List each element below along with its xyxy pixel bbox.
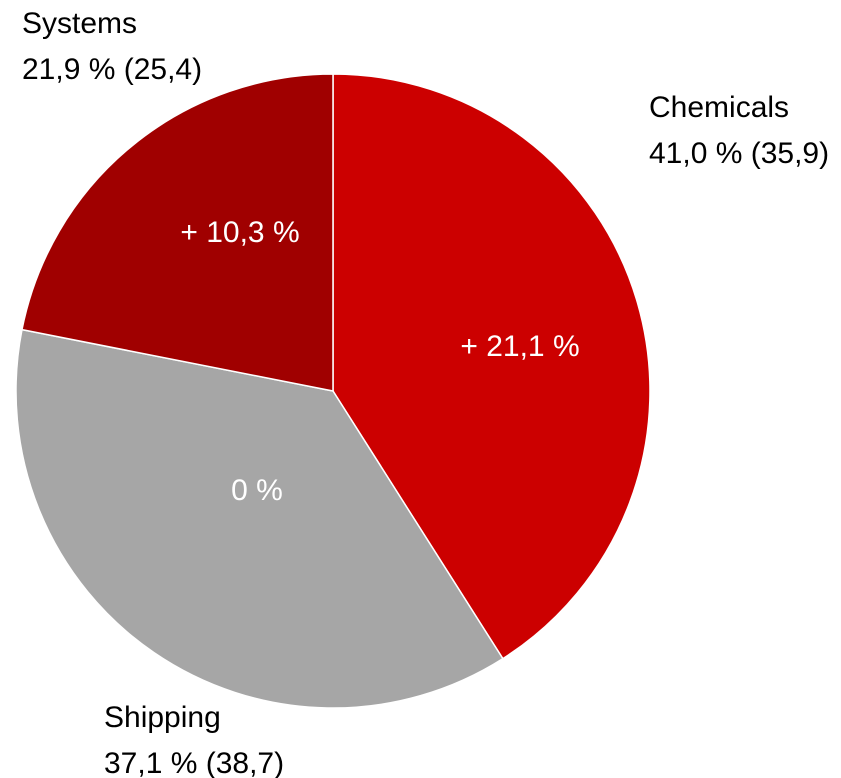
pie-slices [15,73,651,709]
label-chemicals-name: Chemicals [649,91,789,124]
label-shipping-share: 37,1 % (38,7) [104,747,284,778]
slice-shipping-change: 0 % [231,474,283,507]
pie-slice-chemicals [332,73,651,660]
label-chemicals-share: 41,0 % (35,9) [649,137,829,170]
label-shipping-name: Shipping [104,701,221,734]
label-systems-name: Systems [22,7,137,40]
pie-slice-systems [21,73,334,392]
label-systems-share: 21,9 % (25,4) [22,53,202,86]
pie-slice-shipping [15,328,504,709]
slice-chemicals-change: + 21,1 % [460,330,579,363]
slice-systems-change: + 10,3 % [180,216,299,249]
